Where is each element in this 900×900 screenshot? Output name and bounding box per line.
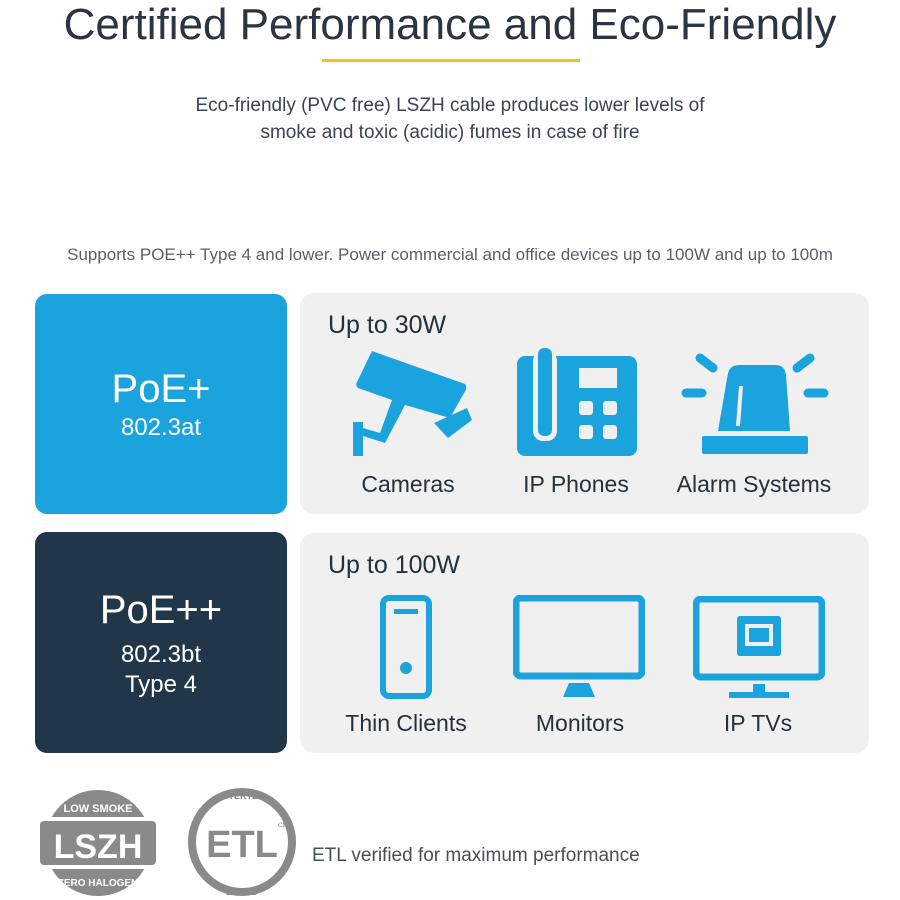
- device-label: Alarm Systems: [676, 471, 832, 497]
- subtitle-line-1: Eco-friendly (PVC free) LSZH cable produ…: [195, 95, 705, 116]
- poe-plus-devices-panel: Up to 30W Cameras IP Phones Alarm System…: [300, 293, 869, 514]
- subtitle: Eco-friendly (PVC free) LSZH cable produ…: [0, 92, 900, 146]
- tier-name: PoE+: [111, 367, 211, 411]
- tier-name: PoE++: [99, 587, 223, 632]
- tier-standard: 802.3bt: [120, 640, 202, 668]
- device-label: IP Phones: [523, 471, 629, 497]
- poe-plus-card: PoE+ 802.3at: [35, 294, 287, 514]
- device-label: IP TVs: [723, 710, 793, 736]
- etl-caption: ETL verified for maximum performance: [312, 845, 640, 866]
- svg-text:ZERO HALOGEN: ZERO HALOGEN: [58, 878, 139, 889]
- svg-text:LSZH: LSZH: [54, 828, 143, 866]
- desk-phone-icon: [517, 348, 637, 456]
- tv-ethernet-icon: [693, 596, 825, 698]
- thin-client-icon: [380, 595, 432, 699]
- poe-plus-plus-devices-panel: Up to 100W Thin Clients Monitors IP TVs: [300, 533, 869, 753]
- svg-text:LOW SMOKE: LOW SMOKE: [63, 803, 132, 815]
- power-heading: Up to 30W: [328, 311, 447, 339]
- svg-text:INTERTEK: INTERTEK: [220, 791, 266, 801]
- alarm-light-icon: [681, 353, 829, 454]
- etl-listed-badge: INTERTEK ETL CM LISTED: [188, 788, 296, 897]
- svg-text:LISTED: LISTED: [226, 887, 259, 897]
- security-camera-icon: [353, 351, 472, 456]
- device-label: Thin Clients: [345, 710, 467, 736]
- title-underline: [322, 59, 580, 62]
- svg-text:CM: CM: [278, 823, 287, 829]
- support-text: Supports POE++ Type 4 and lower. Power c…: [67, 245, 833, 264]
- subtitle-line-2: smoke and toxic (acidic) fumes in case o…: [260, 122, 640, 143]
- device-label: Cameras: [361, 471, 455, 497]
- poe-plus-plus-card: PoE++ 802.3bt Type 4: [35, 532, 287, 753]
- monitor-icon: [513, 595, 645, 697]
- device-label: Monitors: [535, 710, 625, 736]
- page-title: Certified Performance and Eco-Friendly: [63, 0, 837, 49]
- power-heading: Up to 100W: [328, 551, 461, 579]
- tier-type: Type 4: [124, 670, 198, 698]
- svg-text:ETL: ETL: [206, 824, 278, 866]
- lszh-badge: LSZH LOW SMOKE ZERO HALOGEN: [36, 790, 160, 896]
- tier-standard: 802.3at: [120, 414, 202, 441]
